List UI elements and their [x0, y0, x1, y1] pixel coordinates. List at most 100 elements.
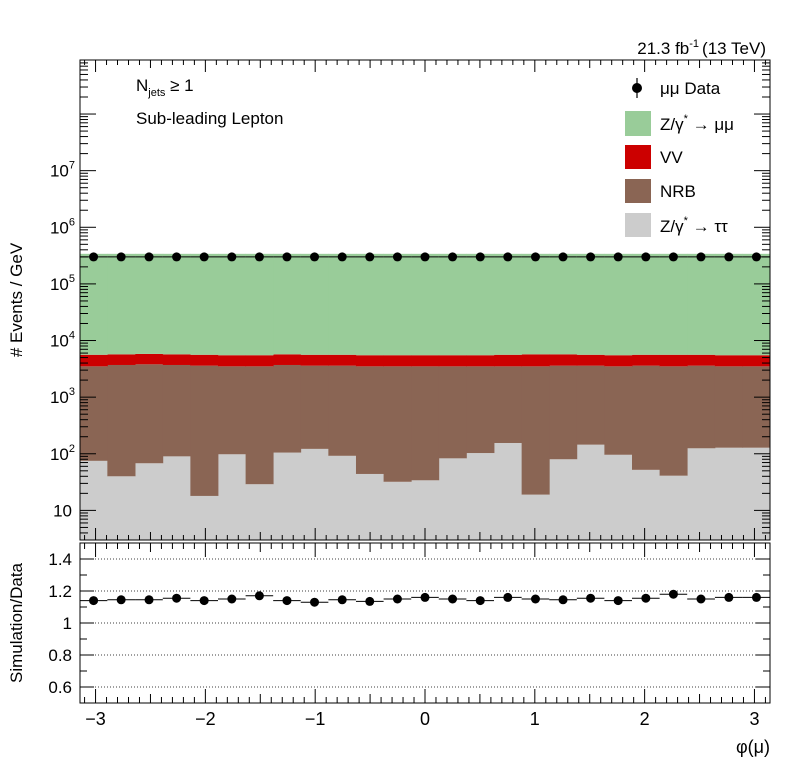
bar-s2-b2	[135, 353, 164, 365]
x-axis-label: φ(μ)	[736, 737, 770, 757]
legend-data-marker	[632, 83, 642, 93]
bar-s3-b3	[162, 253, 191, 355]
x-tick-label-1: −2	[195, 709, 216, 729]
ratio-panel: 0.60.811.21.4−3 −2 −1 0 1 2 3 Simulation/Data …	[7, 542, 771, 757]
data-point-14	[475, 252, 485, 262]
bar-s3-b21	[659, 253, 688, 355]
data-points	[80, 252, 770, 262]
bar-s3-b1	[107, 253, 136, 355]
legend-swatch-zmm	[625, 111, 651, 136]
bar-s2-b20	[632, 354, 661, 366]
ratio-point-14	[475, 596, 485, 606]
bar-s2-b3	[162, 354, 191, 365]
bar-s2-b8	[300, 354, 329, 366]
y-axis-label: # Events / GeV	[7, 242, 26, 357]
bar-s1-b13	[438, 366, 467, 459]
bar-s2-b6	[245, 355, 274, 367]
bar-s3-b2	[135, 253, 164, 354]
annotation-lepton: Sub-leading Lepton	[136, 109, 283, 128]
bar-s0-b19	[604, 454, 633, 540]
data-point-3	[172, 252, 182, 262]
ratio-axis-ticks: 0.6 0.8 1 1.2 1.4 −3 −2 −1 0 1 2 3	[48, 542, 770, 729]
data-point-1	[116, 252, 126, 262]
legend-label-nrb: NRB	[660, 182, 696, 201]
bar-s2-b0	[80, 354, 108, 367]
stacked-histogram	[80, 253, 771, 540]
ratio-point-23	[724, 592, 734, 602]
bar-s1-b14	[466, 366, 495, 454]
bar-s2-b5	[218, 355, 247, 367]
bar-s1-b12	[411, 366, 440, 481]
bar-s0-b5	[218, 454, 247, 540]
bar-s1-b4	[190, 365, 219, 496]
bar-s1-b1	[107, 364, 136, 477]
legend-label-data: μμ Data	[660, 79, 721, 98]
bar-s0-b7	[273, 452, 302, 540]
bar-s3-b20	[632, 253, 661, 355]
legend-swatch-nrb	[625, 179, 651, 203]
bar-s2-b7	[273, 354, 302, 365]
bar-s2-b14	[466, 355, 495, 367]
bar-s3-b19	[604, 253, 633, 356]
bar-s1-b3	[162, 364, 191, 457]
ratio-point-20	[641, 593, 651, 603]
bar-s2-b13	[438, 355, 467, 367]
x-tick-label-2: −1	[305, 709, 326, 729]
data-point-13	[448, 252, 458, 262]
ratio-point-13	[448, 594, 458, 604]
legend-entry-data: μμ Data	[632, 78, 721, 98]
ratio-point-21	[668, 589, 678, 599]
bar-s1-b24	[742, 366, 771, 448]
legend-entry-zmm: Z/γ* → μμ	[625, 111, 734, 136]
ratio-point-6	[254, 591, 264, 601]
data-point-15	[503, 252, 513, 262]
bar-s1-b18	[576, 365, 605, 445]
bar-s2-b23	[714, 355, 744, 367]
bar-s3-b8	[300, 253, 329, 355]
bar-s3-b11	[383, 253, 412, 356]
upper-panel: 10 102 103 104 105 106 107 # Events / GeV Njet…	[7, 59, 771, 541]
bar-s1-b19	[604, 366, 633, 455]
ratio-y-axis-label: Simulation/Data	[7, 562, 26, 683]
ratio-point-8	[310, 597, 320, 607]
bar-s3-b7	[273, 253, 302, 355]
bar-s3-b24	[742, 253, 771, 356]
bar-s1-b9	[328, 365, 357, 456]
bar-s1-b16	[521, 366, 550, 495]
ratio-point-3	[172, 593, 182, 603]
bar-s3-b15	[494, 253, 523, 355]
bar-s3-b23	[714, 253, 744, 356]
bar-s0-b20	[632, 469, 661, 540]
bar-s2-b9	[328, 354, 357, 366]
data-point-9	[337, 252, 347, 262]
bar-s1-b17	[549, 365, 578, 460]
data-point-20	[641, 252, 651, 262]
bar-s1-b10	[355, 366, 384, 474]
bar-s3-b22	[687, 253, 716, 355]
ratio-point-7	[282, 596, 292, 606]
ratio-point-16	[530, 594, 540, 604]
ratio-point-12	[420, 592, 430, 602]
bar-s2-b16	[521, 354, 550, 367]
bar-s0-b11	[383, 481, 412, 540]
bar-s0-b2	[135, 463, 164, 540]
bar-s1-b15	[494, 366, 523, 443]
upper-axis-ticks: 10 102 103 104 105 106 107	[50, 59, 770, 541]
legend-swatch-vv	[625, 145, 651, 169]
upper-y-tick-label-6: 107	[50, 160, 75, 181]
bar-s3-b5	[218, 253, 247, 356]
bar-s2-b15	[494, 354, 523, 367]
x-tick-label-6: 3	[749, 709, 759, 729]
bar-s0-b22	[687, 448, 716, 540]
upper-y-tick-label-0: 10	[53, 501, 72, 520]
legend-label-ztt: Z/γ* → ττ	[660, 215, 728, 236]
bar-s3-b14	[466, 253, 495, 356]
data-point-12	[420, 252, 430, 262]
bar-s1-b21	[659, 366, 688, 476]
bar-s1-b2	[135, 364, 164, 464]
bar-s1-b11	[383, 366, 412, 482]
bar-s3-b0	[80, 253, 108, 355]
ratio-point-15	[503, 592, 513, 602]
data-point-6	[254, 252, 264, 262]
